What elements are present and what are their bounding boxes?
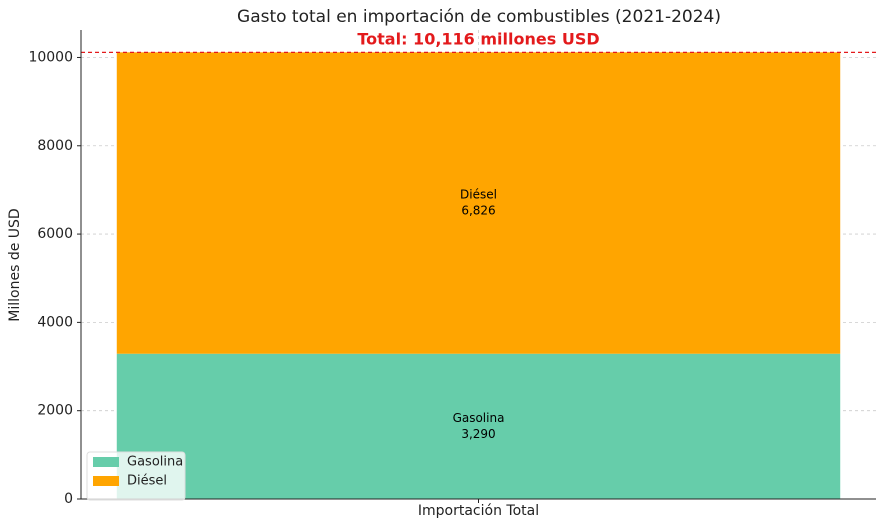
- legend-swatch: [93, 476, 119, 486]
- chart-title: Gasto total en importación de combustibl…: [237, 7, 721, 27]
- y-axis-label: Millones de USD: [7, 208, 23, 321]
- y-tick-label: 0: [64, 491, 73, 507]
- x-tick-label: Importación Total: [418, 503, 539, 519]
- y-tick-label: 8000: [37, 138, 73, 154]
- value-label: 3,290: [461, 427, 495, 441]
- bar-segment: [116, 353, 841, 499]
- legend-label: Gasolina: [127, 455, 183, 470]
- segment-name: Diésel: [460, 188, 497, 202]
- value-label: 6,826: [461, 204, 495, 218]
- bar-segment: [116, 52, 841, 354]
- total-annotation: Total: 10,116 millones USD: [357, 30, 599, 49]
- legend-label: Diésel: [127, 474, 167, 489]
- y-tick-label: 2000: [37, 403, 73, 419]
- y-tick-label: 4000: [37, 314, 73, 330]
- y-tick-label: 10000: [28, 49, 73, 65]
- segment-name: Gasolina: [453, 411, 505, 425]
- legend-swatch: [93, 457, 119, 467]
- y-tick-label: 6000: [37, 226, 73, 242]
